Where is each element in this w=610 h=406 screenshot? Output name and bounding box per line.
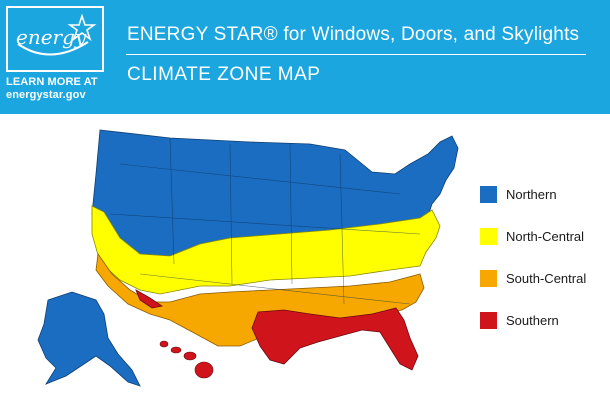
state-boundaries — [109, 137, 421, 305]
hawaii-region — [159, 340, 214, 379]
alaska-region — [37, 291, 141, 387]
learn-more-line1: LEARN MORE AT — [6, 76, 98, 88]
energy-star-logo[interactable]: energy LEARN MORE AT energystar.gov — [0, 0, 112, 114]
legend-item-northern: Northern — [480, 186, 557, 203]
title-divider — [126, 54, 586, 55]
legend-item-south-central: South-Central — [480, 270, 586, 287]
climate-zone-map — [37, 129, 459, 387]
learn-more-url: energystar.gov — [6, 89, 86, 101]
legend-label: Northern — [506, 187, 557, 202]
legend-item-north-central: North-Central — [480, 228, 584, 245]
learn-more-link[interactable]: LEARN MORE AT energystar.gov — [6, 76, 110, 102]
legend-label: North-Central — [506, 229, 585, 244]
zone-south-central — [95, 252, 425, 347]
energy-star-mark-icon: energy — [16, 14, 97, 56]
legend-item-southern: Southern — [480, 312, 559, 329]
legend-swatch — [480, 270, 497, 287]
legend-swatch — [480, 228, 497, 245]
legend-label: South-Central — [506, 271, 587, 286]
legend-swatch — [480, 186, 497, 203]
logo-divider — [6, 70, 104, 72]
zone-north-central — [91, 205, 441, 295]
legend-label: Southern — [506, 313, 559, 328]
header-banner: energy LEARN MORE AT energystar.gov ENER… — [0, 0, 610, 114]
page-title: ENERGY STAR® for Windows, Doors, and Sky… — [127, 24, 580, 45]
page-subtitle: CLIMATE ZONE MAP — [127, 64, 321, 85]
zone-southern — [135, 289, 419, 371]
legend-swatch — [480, 312, 497, 329]
logo-frame — [6, 6, 104, 70]
